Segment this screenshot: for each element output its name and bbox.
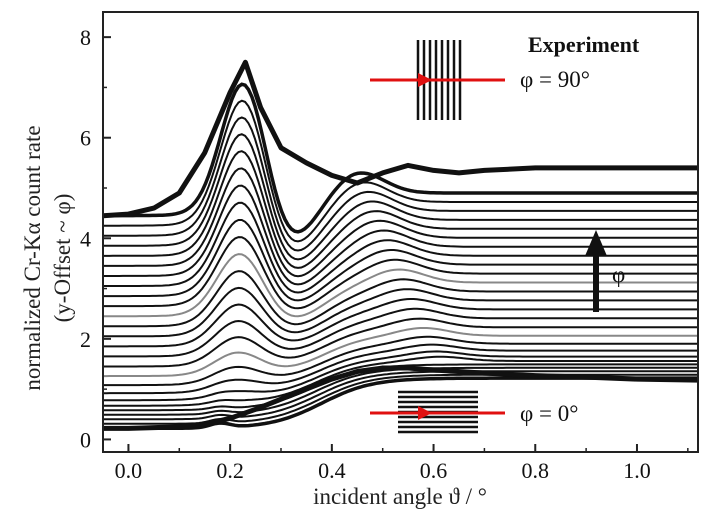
x-tick-label: 1.0 — [623, 458, 651, 483]
y-tick-label: 4 — [80, 226, 91, 251]
series-line — [103, 307, 698, 358]
series-line — [103, 116, 698, 252]
inset-phi0-sample — [370, 390, 505, 434]
phi-90-label: φ = 90° — [520, 67, 590, 92]
phi-0-label: φ = 0° — [520, 401, 578, 426]
series-line — [103, 82, 698, 234]
series-line — [103, 350, 698, 402]
phi-arrow-icon — [585, 230, 607, 312]
series-line — [103, 327, 698, 378]
top-series-line — [102, 59, 698, 219]
ticks-group: 0.0 0.2 0.4 0.6 0.8 1.0 0 2 4 6 8 — [80, 25, 689, 483]
bottom-series-line — [103, 365, 699, 431]
x-tick-label: 0.2 — [216, 458, 244, 483]
inset-phi90-sample — [370, 40, 505, 120]
series-line — [103, 355, 698, 407]
x-axis-title: incident angle ϑ / ° — [313, 484, 487, 509]
x-tick-label: 0.4 — [318, 458, 346, 483]
y-tick-label: 0 — [80, 427, 91, 452]
series-line — [103, 317, 698, 368]
series-line — [103, 343, 698, 395]
experiment-label: Experiment — [528, 32, 640, 57]
series-line — [103, 370, 698, 421]
x-tick-label: 0.8 — [522, 458, 550, 483]
beam-arrow-icon — [418, 406, 432, 420]
y-tick-label: 6 — [80, 126, 91, 151]
series-line — [103, 253, 698, 318]
series-line — [103, 133, 698, 261]
x-tick-label: 0.6 — [420, 458, 448, 483]
beam-arrow-icon — [418, 73, 432, 87]
series-line — [103, 335, 698, 387]
y-tick-label: 2 — [80, 327, 91, 352]
curves-group — [102, 59, 699, 431]
axes-group — [102, 11, 699, 453]
x-tick-label: 0.0 — [115, 458, 143, 483]
series-line — [103, 236, 698, 310]
series-line — [103, 99, 698, 243]
y-tick-label: 8 — [80, 25, 91, 50]
series-line — [103, 298, 698, 348]
series-line — [103, 150, 698, 269]
phi-arrow-label: φ — [612, 262, 625, 287]
y-axis-title-line1: normalized Cr-Kα count rate — [20, 125, 45, 390]
y-axis-title-line2: (y-Offset ~ φ) — [50, 194, 75, 323]
series-line — [103, 286, 698, 338]
plot-frame — [102, 11, 699, 453]
